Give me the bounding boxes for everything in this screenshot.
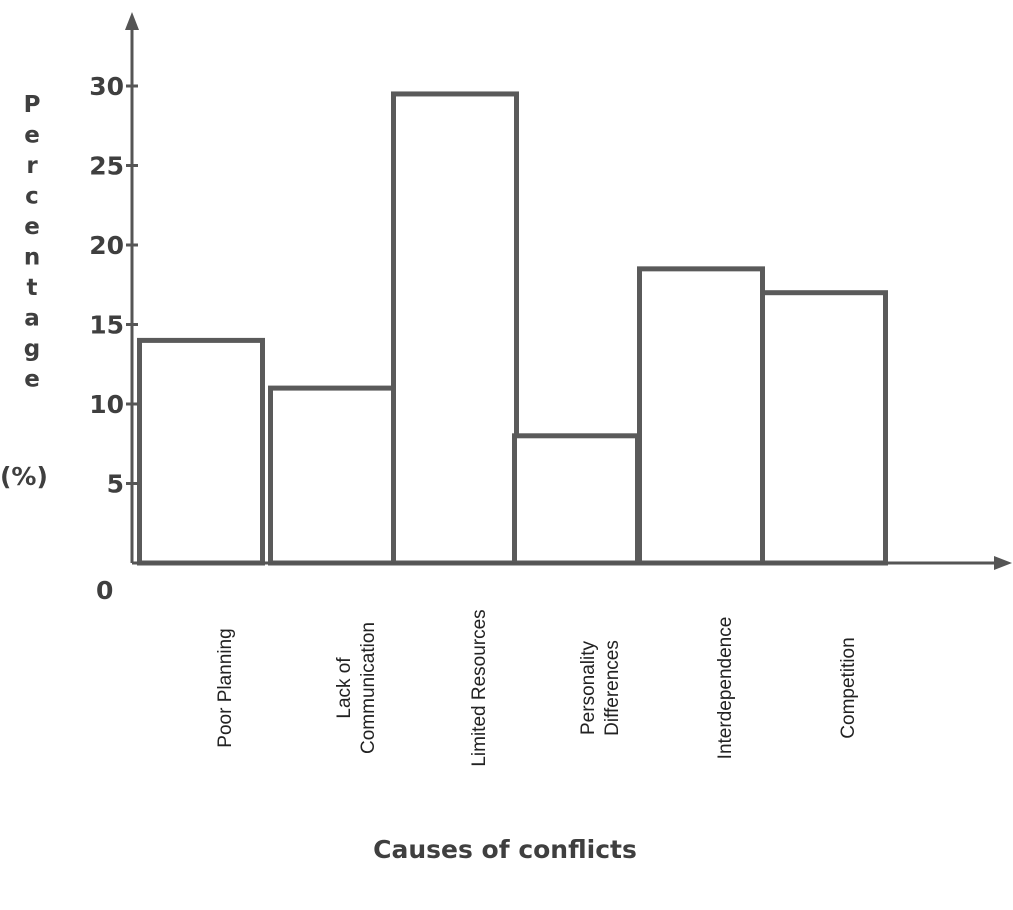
category-label-1: Poor Planning (215, 628, 236, 747)
y-tick-label-30: 30 (89, 72, 124, 101)
category-label-2: Lack of Communication (334, 622, 379, 754)
y-label-letter: e (24, 214, 40, 240)
bar-5 (637, 266, 765, 566)
category-label-4: Personality Differences (578, 640, 623, 736)
category-label-line: Interdependence (715, 617, 736, 760)
y-label-letter: e (24, 123, 40, 149)
y-tick-label-5: 5 (107, 470, 124, 499)
bar-1 (137, 337, 265, 566)
bar-4 (512, 433, 640, 566)
y-label-letter: e (24, 367, 40, 393)
bar-6 (760, 290, 888, 566)
x-axis-title: Causes of conflicts (373, 835, 637, 864)
y-tick-label-25: 25 (89, 152, 124, 181)
y-label-letter: r (26, 153, 38, 179)
y-axis-unit-label: (%) (0, 462, 48, 491)
y-tick-label-20: 20 (89, 231, 124, 260)
category-labels-group: Poor Planning Lack of Communication Limited… (215, 609, 859, 766)
category-label-line: Limited Resources (469, 609, 490, 766)
category-label-line: Differences (602, 640, 623, 736)
zero-label: 0 (96, 576, 113, 605)
bar-2 (268, 385, 396, 566)
category-label-6: Competition (838, 637, 859, 738)
y-tick-label-15: 15 (89, 311, 124, 340)
category-label-line: Communication (358, 622, 379, 754)
category-label-line: Competition (838, 637, 859, 738)
category-label-5: Interdependence (715, 617, 736, 760)
y-ticks-group: 5 10 15 20 25 30 (89, 72, 138, 499)
y-axis-arrow (125, 12, 139, 30)
bars-group (137, 91, 888, 566)
category-label-line: Lack of (334, 657, 355, 719)
y-label-letter: t (27, 275, 38, 301)
y-label-letter: P (24, 92, 41, 118)
y-label-letter: n (24, 245, 40, 271)
y-label-letter: c (25, 184, 39, 210)
y-label-letter: a (24, 306, 40, 332)
x-axis-arrow (994, 556, 1012, 570)
y-label-letter: g (24, 336, 40, 362)
bar-3 (391, 91, 519, 566)
category-label-3: Limited Resources (469, 609, 490, 766)
category-label-line: Poor Planning (215, 628, 236, 747)
y-tick-label-10: 10 (89, 390, 124, 419)
category-label-line: Personality (578, 641, 599, 735)
